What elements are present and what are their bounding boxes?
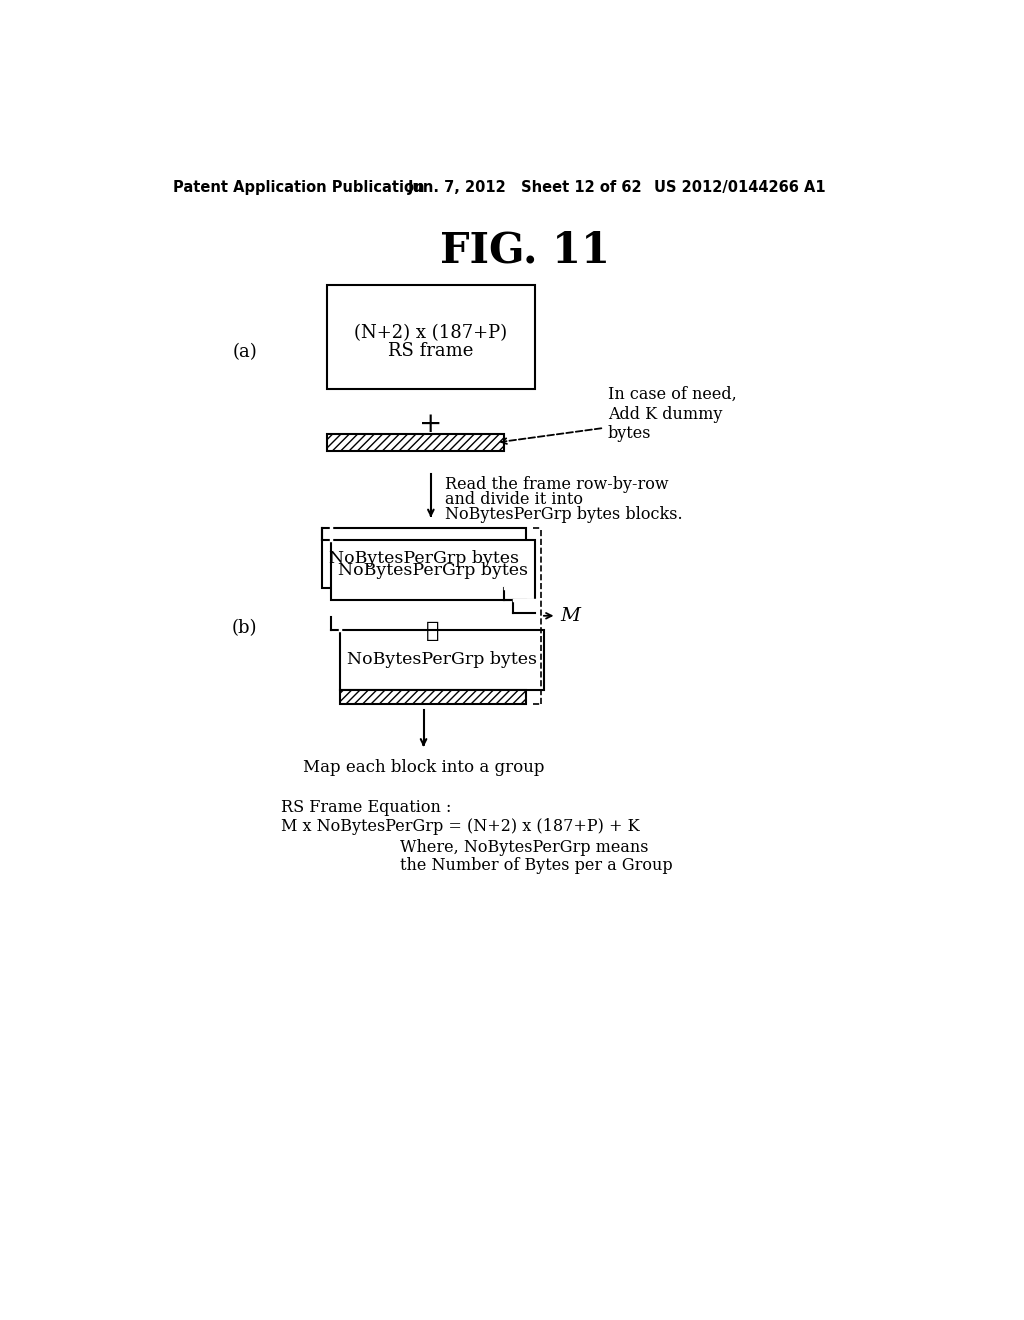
Text: ⋮: ⋮: [426, 620, 439, 643]
Text: +: +: [419, 411, 442, 437]
Text: (N+2) x (187+P): (N+2) x (187+P): [354, 325, 508, 343]
Text: and divide it into: and divide it into: [444, 491, 583, 508]
Bar: [340, 630, 544, 689]
Text: M: M: [560, 607, 581, 624]
Text: NoBytesPerGrp bytes: NoBytesPerGrp bytes: [329, 549, 518, 566]
Text: Map each block into a group: Map each block into a group: [303, 759, 545, 776]
Text: Read the frame row-by-row: Read the frame row-by-row: [444, 475, 669, 492]
Bar: [327, 434, 504, 451]
Text: NoBytesPerGrp bytes: NoBytesPerGrp bytes: [347, 651, 537, 668]
Text: Jun. 7, 2012   Sheet 12 of 62: Jun. 7, 2012 Sheet 12 of 62: [408, 180, 642, 195]
Bar: [327, 285, 535, 389]
Text: M x NoBytesPerGrp = (N+2) x (187+P) + K: M x NoBytesPerGrp = (N+2) x (187+P) + K: [281, 818, 639, 836]
Text: Where, NoBytesPerGrp means: Where, NoBytesPerGrp means: [400, 840, 648, 857]
Text: US 2012/0144266 A1: US 2012/0144266 A1: [654, 180, 825, 195]
Text: the Number of Bytes per a Group: the Number of Bytes per a Group: [400, 857, 673, 874]
Text: (a): (a): [232, 343, 257, 362]
Bar: [340, 689, 526, 704]
Text: NoBytesPerGrp bytes: NoBytesPerGrp bytes: [338, 562, 527, 579]
Bar: [322, 528, 525, 589]
Bar: [331, 540, 535, 601]
Text: RS frame: RS frame: [388, 342, 473, 360]
Text: Patent Application Publication: Patent Application Publication: [173, 180, 424, 195]
Text: In case of need,
Add K dummy
bytes: In case of need, Add K dummy bytes: [608, 385, 736, 442]
Text: FIG. 11: FIG. 11: [439, 230, 610, 271]
Text: NoBytesPerGrp bytes blocks.: NoBytesPerGrp bytes blocks.: [444, 507, 682, 524]
Text: (b): (b): [231, 619, 257, 638]
Text: RS Frame Equation :: RS Frame Equation :: [281, 799, 452, 816]
